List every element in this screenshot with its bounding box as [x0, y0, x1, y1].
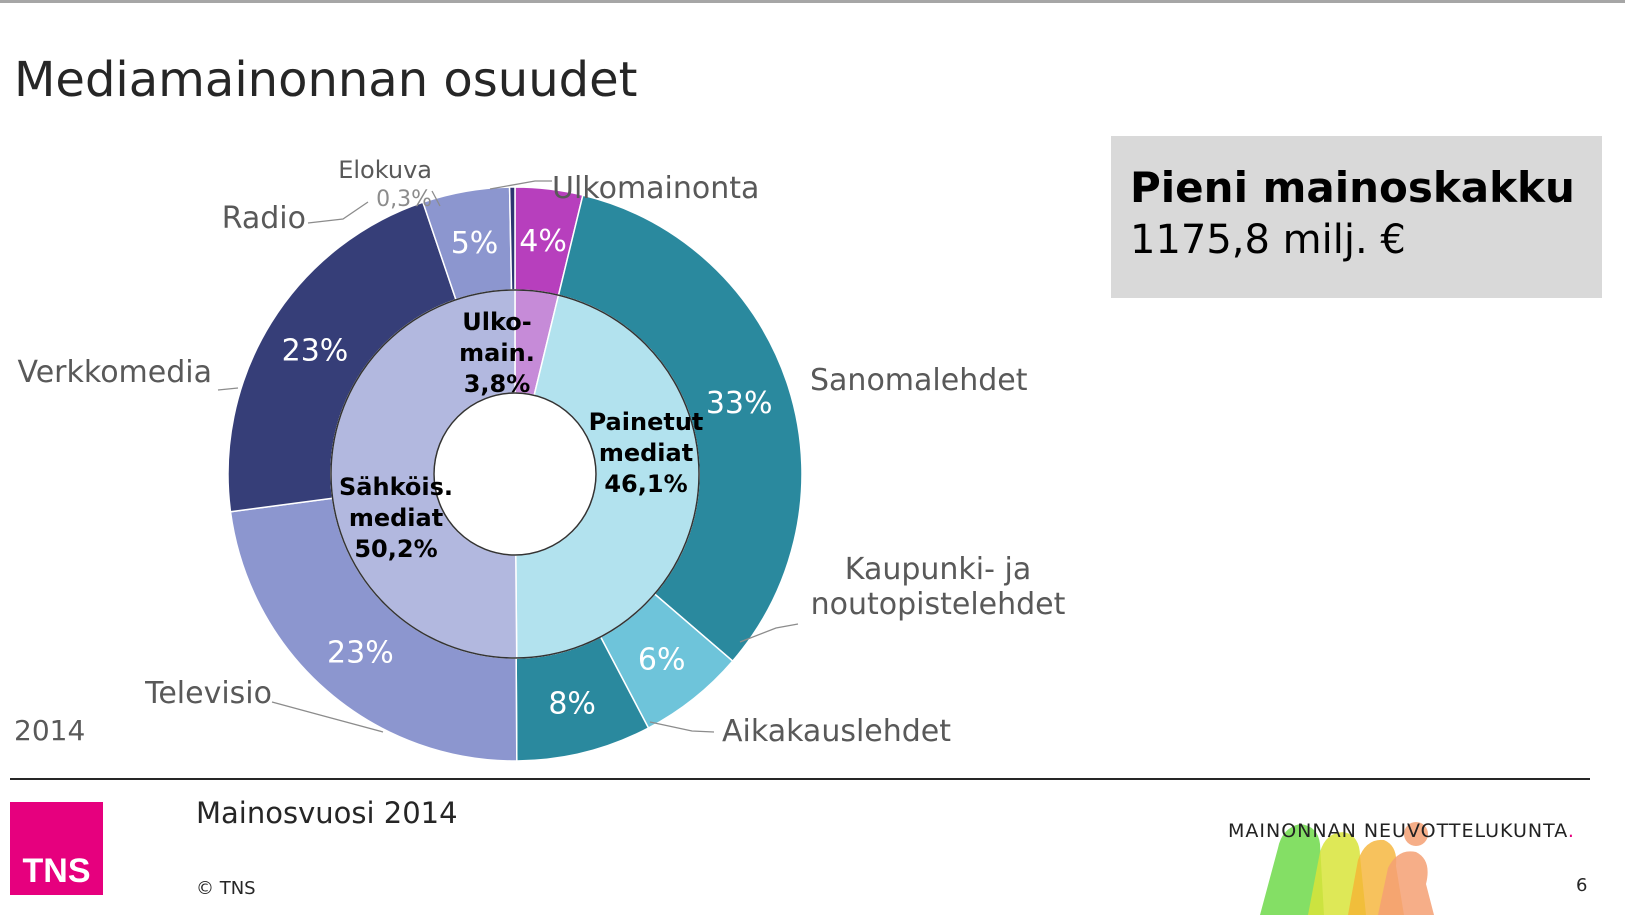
total-callout: Pieni mainoskakku 1175,8 milj. €: [1111, 136, 1602, 298]
leader-radio: [307, 201, 369, 224]
footer-title: Mainosvuosi 2014: [196, 796, 458, 830]
inner-label-line: Ulko-: [462, 308, 531, 336]
copyright: © TNS: [196, 878, 256, 899]
leader-kaupunki: [739, 623, 799, 643]
category-label-verkkomedia: Verkkomedia: [18, 355, 212, 390]
leader-aikakauslehdet: [649, 721, 715, 733]
inner-label-line: 3,8%: [464, 370, 531, 398]
year-label: 2014: [14, 714, 86, 747]
figure-salmon: [1378, 851, 1434, 915]
leader-verkkomedia: [217, 387, 239, 391]
inner-label-2: Sähköis. mediat 50,2%: [339, 473, 453, 563]
inner-label-line: mediat: [599, 439, 693, 467]
figure-yellow: [1308, 832, 1366, 915]
mnk-logo-dot: .: [1567, 820, 1575, 842]
donut-chart: Ulkomainonta Sanomalehdet Kaupunki- ja nout…: [18, 156, 1066, 762]
page-title: Mediamainonnan osuudet: [14, 52, 638, 108]
inner-label-line: main.: [459, 339, 535, 367]
category-label-line: noutopistelehdet: [811, 587, 1066, 622]
leader-elokuva: [431, 190, 441, 207]
callout-value: 1175,8 milj. €: [1130, 217, 1406, 263]
category-label-kaupunki-ja-noutopistelehdet: Kaupunki- ja noutopistelehdet: [811, 552, 1066, 622]
category-label-sanomalehdet: Sanomalehdet: [810, 363, 1028, 398]
inner-ring-outline: [330, 289, 700, 659]
category-label-elokuva: Elokuva: [338, 156, 432, 184]
inner-label-line: mediat: [349, 504, 443, 532]
callout-title: Pieni mainoskakku: [1130, 163, 1575, 212]
mnk-logo-text: MAINONNAN NEUVOTTELUKUNTA.: [1228, 820, 1575, 842]
pct-label-sanomalehdet: 33%: [706, 386, 773, 421]
pct-label-radio: 5%: [451, 226, 499, 261]
inner-label-line: Painetut: [589, 408, 704, 436]
inner-label-0: Ulko-main. 3,8%: [459, 308, 535, 398]
mnk-logo-figures: [1260, 822, 1434, 915]
category-label-ulkomainonta: Ulkomainonta: [552, 171, 759, 206]
inner-label-1: Painetut mediat 46,1%: [589, 408, 704, 498]
category-label-televisio: Televisio: [144, 676, 272, 711]
mnk-logo-wordmark: MAINONNAN NEUVOTTELUKUNTA: [1228, 820, 1568, 842]
leader-televisio: [271, 701, 384, 733]
category-label-aikakauslehdet: Aikakauslehdet: [722, 714, 951, 749]
inner-label-line: 50,2%: [354, 535, 437, 563]
category-label-line: Kaupunki- ja: [845, 552, 1031, 587]
pct-label-televisio: 23%: [327, 636, 394, 671]
figure-green: [1260, 824, 1324, 915]
pct-label-verkkomedia: 23%: [282, 334, 349, 369]
tns-logo: TNS: [10, 802, 103, 895]
figure-head: [1404, 822, 1428, 846]
pct-label-kaupunki-ja-noutopistelehdet: 6%: [638, 642, 686, 677]
top-rule: [0, 0, 1625, 3]
pct-label-aikakauslehdet: 8%: [548, 686, 596, 721]
category-label-radio: Radio: [222, 201, 306, 236]
donut-hole: [433, 392, 597, 556]
inner-label-line: 46,1%: [604, 470, 687, 498]
page-number: 6: [1576, 875, 1588, 896]
footer-rule: [10, 778, 1590, 780]
leader-ulkomainonta: [489, 180, 552, 190]
pct-label-elokuva: 0,3%: [376, 187, 432, 212]
pct-label-ulkomainonta: 4%: [519, 224, 567, 259]
inner-label-line: Sähköis.: [339, 473, 453, 501]
